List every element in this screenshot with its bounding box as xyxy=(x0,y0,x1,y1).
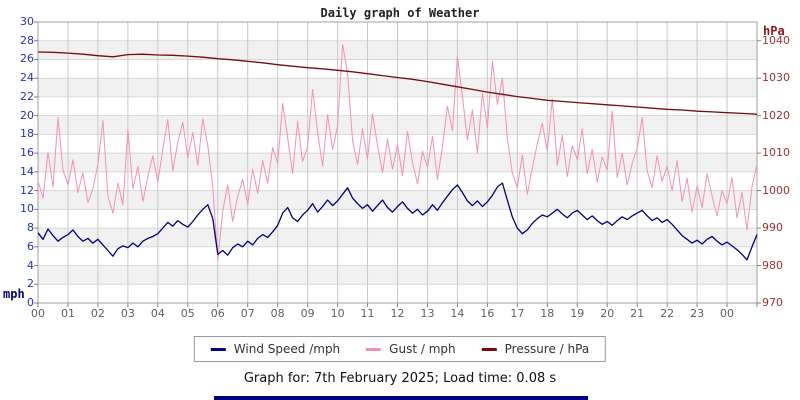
y-left-tick-label: 20 xyxy=(20,108,34,122)
y-right-tick-label: 1030 xyxy=(762,71,790,85)
x-axis-tick-label: 14 xyxy=(450,307,465,320)
x-axis-tick-label: 20 xyxy=(600,307,615,320)
y-left-tick-label: 22 xyxy=(20,89,34,103)
y-left-tick-label: 4 xyxy=(27,258,34,272)
y-right-tick-label: 1000 xyxy=(762,183,790,197)
x-axis-tick-label: 01 xyxy=(60,307,75,320)
legend: Wind Speed /mph Gust / mph Pressure / hP… xyxy=(193,336,607,362)
y-left-tick-label: 2 xyxy=(27,277,34,291)
x-axis-tick-label: 21 xyxy=(630,307,645,320)
x-axis-tick-label: 13 xyxy=(420,307,435,320)
y-left-tick-label: 10 xyxy=(20,202,34,216)
legend-label-gust: Gust / mph xyxy=(389,342,456,356)
left-axis-unit-label: mph xyxy=(3,287,25,301)
y-right-tick-label: 990 xyxy=(762,221,783,235)
chart-title: Daily graph of Weather xyxy=(320,6,480,20)
x-axis-tick-label: 23 xyxy=(690,307,705,320)
x-axis-tick-label: 22 xyxy=(660,307,675,320)
y-left-tick-label: 18 xyxy=(20,127,34,141)
y-left-tick-label: 28 xyxy=(20,33,34,47)
wind-speed-swatch-icon xyxy=(210,347,226,351)
chart-canvas xyxy=(34,21,761,307)
x-axis-tick-label: 10 xyxy=(330,307,345,320)
x-axis-tick-label: 17 xyxy=(510,307,525,320)
x-axis-tick-label: 09 xyxy=(300,307,315,320)
y-right-tick-label: 970 xyxy=(762,296,783,309)
legend-label-wind-speed: Wind Speed /mph xyxy=(233,342,341,356)
legend-label-pressure: Pressure / hPa xyxy=(504,342,590,356)
legend-item-gust: Gust / mph xyxy=(366,342,456,356)
gust-swatch-icon xyxy=(366,347,382,351)
x-axis-tick-label: 12 xyxy=(390,307,405,320)
y-right-tick-label: 1010 xyxy=(762,146,790,160)
bottom-accent-bar xyxy=(214,396,588,400)
x-axis-tick-label: 02 xyxy=(90,307,105,320)
y-left-tick-label: 0 xyxy=(27,296,34,309)
y-left-tick-label: 6 xyxy=(27,239,34,253)
y-right-tick-label: 980 xyxy=(762,258,783,272)
right-axis-unit-label: hPa xyxy=(763,24,785,38)
x-axis-tick-label: 18 xyxy=(540,307,555,320)
x-axis-tick-label: 05 xyxy=(180,307,195,320)
x-axis-tick-label: 19 xyxy=(570,307,585,320)
y-left-tick-label: 8 xyxy=(27,221,34,235)
plot-area xyxy=(34,21,761,307)
y-right-tick-label: 1020 xyxy=(762,108,790,122)
footer-status: Graph for: 7th February 2025; Load time:… xyxy=(243,371,557,386)
y-left-tick-label: 30 xyxy=(20,15,34,28)
y-left-tick-label: 14 xyxy=(20,164,34,178)
y-left-tick-label: 24 xyxy=(20,71,34,85)
x-axis-tick-label: 03 xyxy=(120,307,135,320)
x-axis-tick-label: 07 xyxy=(240,307,255,320)
y-right-tick-label: 1040 xyxy=(762,33,790,47)
x-axis-tick-label: 16 xyxy=(480,307,495,320)
legend-item-wind-speed: Wind Speed /mph xyxy=(210,342,341,356)
y-left-tick-label: 16 xyxy=(20,146,34,160)
y-left-tick-label: 12 xyxy=(20,183,34,197)
pressure-swatch-icon xyxy=(481,347,497,351)
legend-item-pressure: Pressure / hPa xyxy=(481,342,590,356)
x-axis-tick-label: 00 xyxy=(720,307,735,320)
x-axis-tick-label: 06 xyxy=(210,307,225,320)
x-axis-tick-label: 00 xyxy=(31,307,45,320)
y-left-tick-label: 26 xyxy=(20,52,34,66)
x-axis-tick-label: 04 xyxy=(150,307,165,320)
x-axis-tick-label: 11 xyxy=(360,307,375,320)
x-axis-tick-label: 08 xyxy=(270,307,285,320)
